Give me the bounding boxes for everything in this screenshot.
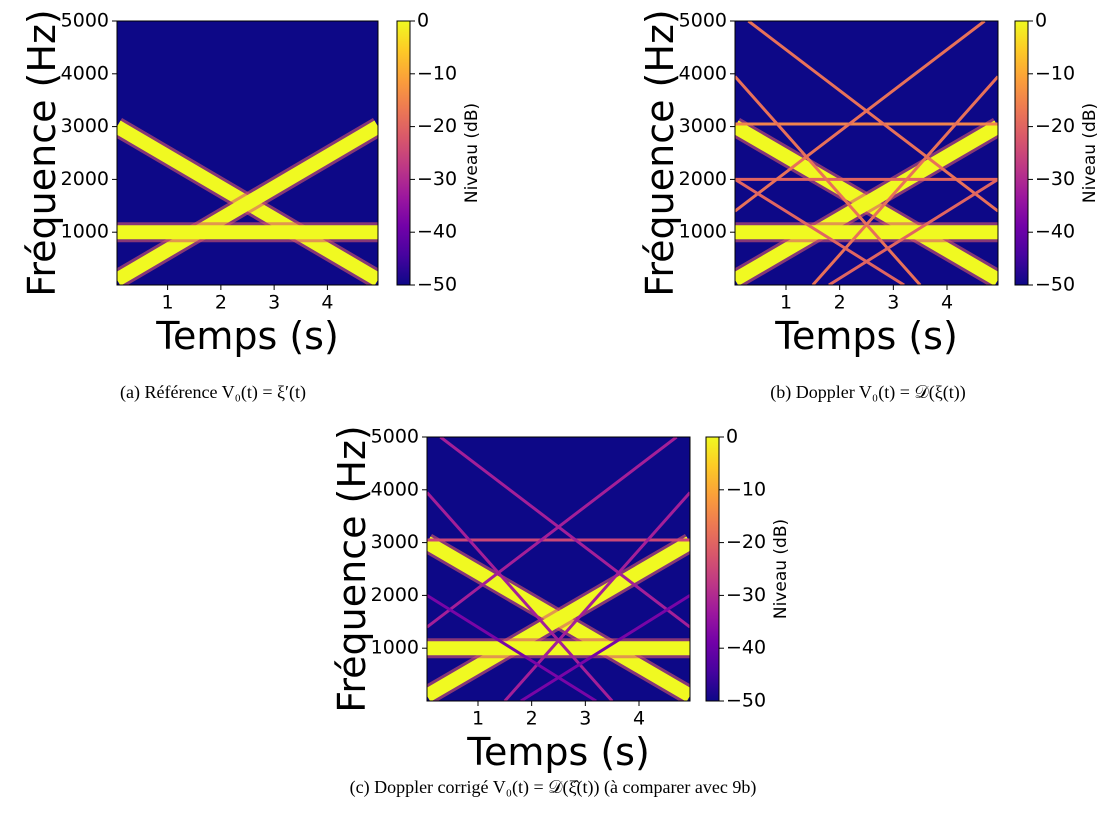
- colorbar-tick-label: 0: [1035, 10, 1047, 32]
- colorbar-tick-label: −20: [1035, 115, 1075, 137]
- y-tick-label: 1000: [371, 637, 419, 659]
- track: [427, 491, 614, 701]
- y-tick-label: 2000: [371, 584, 419, 606]
- tracks: [735, 21, 998, 285]
- y-tick-label: 2000: [679, 168, 727, 190]
- colorbar-tick-label: −30: [1035, 168, 1075, 190]
- colorbar-tick-label: −40: [726, 637, 766, 659]
- caption: (b) Doppler V₀(t) = 𝒟(ξ(t)): [770, 382, 965, 403]
- plot-frame: [734, 20, 999, 286]
- colorbar-tick-label: −20: [417, 115, 457, 137]
- colorbar: [705, 436, 720, 702]
- y-tick-label: 3000: [371, 531, 419, 553]
- y-tick-label: 5000: [61, 10, 109, 32]
- y-tick-label: 1000: [679, 221, 727, 243]
- x-tick-label: 4: [321, 292, 333, 314]
- y-axis-label: Fréquence (Hz): [20, 9, 64, 296]
- colorbar-tick-label: −40: [417, 221, 457, 243]
- y-tick-label: 5000: [679, 10, 727, 32]
- colorbar-tick-label: −30: [417, 168, 457, 190]
- colorbar-tick-label: −10: [417, 62, 457, 84]
- colorbar: [396, 20, 411, 286]
- y-axis-label: Fréquence (Hz): [330, 425, 374, 712]
- track: [520, 594, 690, 701]
- x-tick-label: 1: [472, 708, 484, 730]
- y-tick-label: 2000: [61, 168, 109, 190]
- x-axis-label: Temps (s): [155, 314, 339, 358]
- x-tick-label: 3: [268, 292, 280, 314]
- colorbar-tick-label: −40: [1035, 221, 1075, 243]
- tracks: [427, 437, 690, 701]
- track: [735, 120, 998, 285]
- track: [828, 178, 998, 285]
- colorbar-label: Niveau (dB): [462, 103, 482, 203]
- colorbar: [1014, 20, 1029, 286]
- x-tick-label: 2: [526, 708, 538, 730]
- track: [503, 491, 690, 701]
- x-tick-label: 3: [887, 292, 899, 314]
- track: [427, 594, 597, 701]
- colorbar-tick-label: 0: [726, 426, 738, 448]
- x-tick-label: 2: [834, 292, 846, 314]
- track: [439, 437, 690, 629]
- x-tick-label: 4: [941, 292, 953, 314]
- colorbar-tick-label: −50: [417, 274, 457, 296]
- y-tick-label: 3000: [61, 115, 109, 137]
- y-tick-label: 5000: [371, 426, 419, 448]
- plot-frame: [116, 20, 379, 286]
- colorbar-label: Niveau (dB): [1080, 103, 1100, 203]
- x-axis-label: Temps (s): [774, 314, 958, 358]
- colorbar-tick-label: −30: [726, 584, 766, 606]
- track: [427, 437, 678, 629]
- x-tick-label: 2: [215, 292, 227, 314]
- colorbar-label: Niveau (dB): [771, 519, 791, 619]
- caption: (c) Doppler corrigé V₀(t) = 𝒟(ξ̂(t)) (à …: [350, 777, 757, 798]
- track: [735, 21, 986, 213]
- colorbar-tick-label: −50: [726, 690, 766, 712]
- x-tick-label: 4: [633, 708, 645, 730]
- track: [747, 21, 998, 213]
- y-tick-label: 1000: [61, 221, 109, 243]
- track: [117, 120, 378, 285]
- track: [427, 536, 690, 701]
- x-tick-label: 1: [780, 292, 792, 314]
- caption: (a) Référence V₀(t) = ξ′(t): [120, 382, 306, 403]
- y-tick-label: 4000: [371, 478, 419, 500]
- x-tick-label: 1: [162, 292, 174, 314]
- track: [735, 75, 922, 285]
- x-tick-label: 3: [579, 708, 591, 730]
- y-tick-label: 4000: [679, 62, 727, 84]
- y-tick-label: 4000: [61, 62, 109, 84]
- colorbar-tick-label: −50: [1035, 274, 1075, 296]
- colorbar-tick-label: −20: [726, 531, 766, 553]
- colorbar-tick-label: 0: [417, 10, 429, 32]
- tracks: [117, 117, 378, 285]
- plot-frame: [426, 436, 691, 702]
- track: [735, 178, 905, 285]
- y-tick-label: 3000: [679, 115, 727, 137]
- y-axis-label: Fréquence (Hz): [638, 9, 682, 296]
- x-axis-label: Temps (s): [466, 730, 650, 774]
- colorbar-tick-label: −10: [1035, 62, 1075, 84]
- track: [811, 75, 998, 285]
- colorbar-tick-label: −10: [726, 478, 766, 500]
